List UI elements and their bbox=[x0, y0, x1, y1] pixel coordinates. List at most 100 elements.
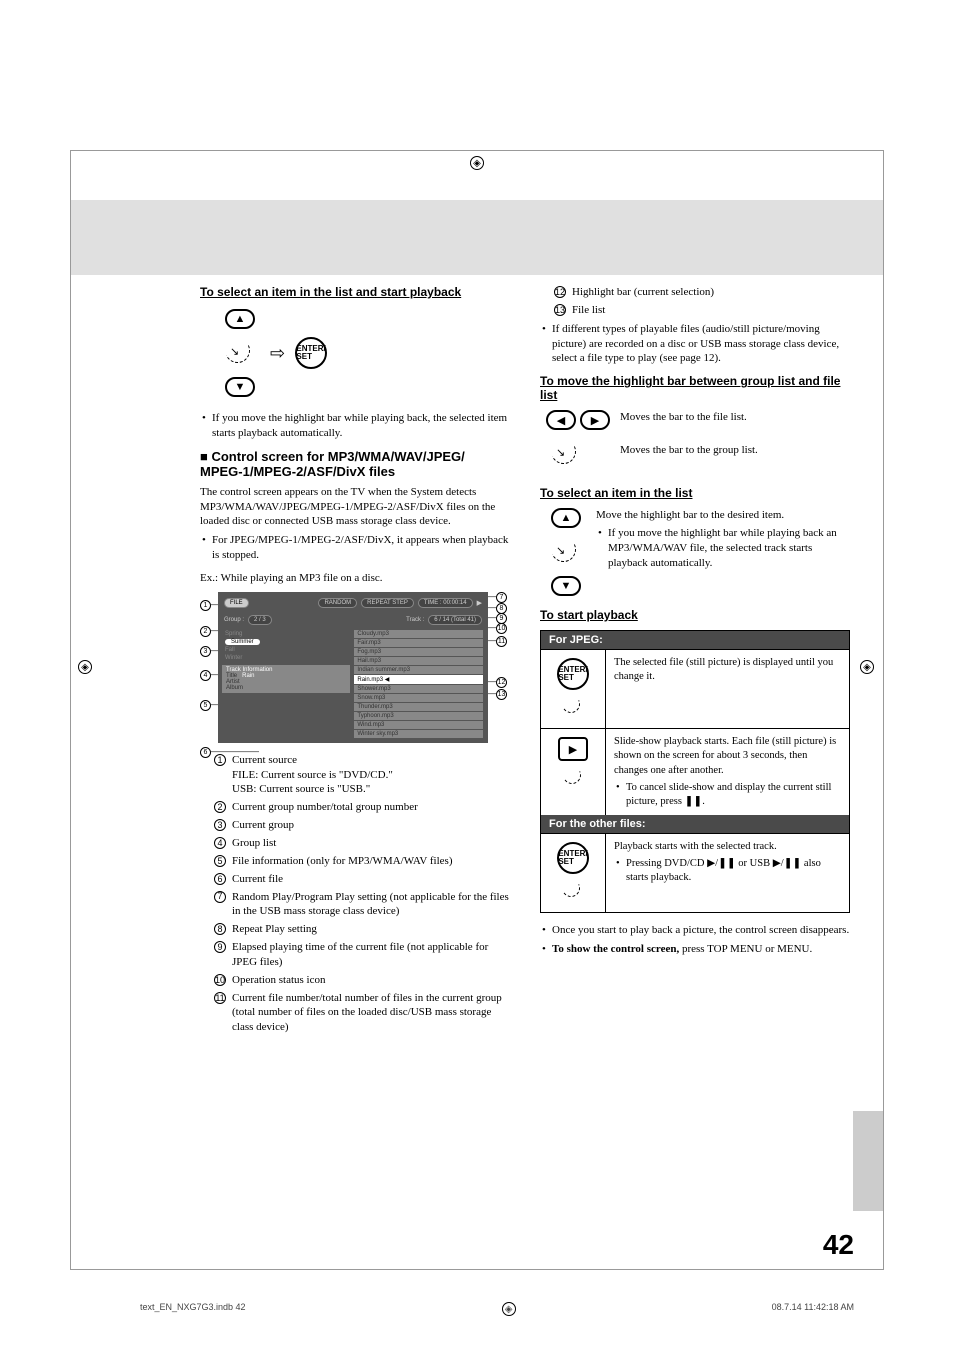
bullet-auto-playback: If you move the highlight bar while play… bbox=[200, 411, 510, 441]
ss-file-item: Fog.mp3 bbox=[354, 648, 482, 656]
heading-control-screen: Control screen for MP3/WMA/WAV/JPEG/ MPE… bbox=[200, 449, 510, 479]
header-gray-band bbox=[71, 200, 883, 275]
enter-set-button: ENTER/ SET bbox=[557, 842, 589, 874]
legend-item: 4Group list bbox=[214, 836, 510, 851]
enter-set-button: ENTER/ SET bbox=[295, 337, 327, 369]
left-column: To select an item in the list and start … bbox=[200, 285, 510, 1038]
legend-item: 13File list bbox=[554, 303, 850, 318]
text-move-group: Moves the bar to the group list. bbox=[620, 443, 850, 458]
heading-select-item: To select an item in the list bbox=[540, 486, 850, 500]
heading-move-bar: To move the highlight bar between group … bbox=[540, 374, 850, 402]
legend-item: 7Random Play/Program Play setting (not a… bbox=[214, 890, 510, 920]
table-header-other: For the other files: bbox=[541, 815, 849, 833]
down-arrow-button: ▼ bbox=[551, 576, 581, 596]
ss-file-item: Snow.mp3 bbox=[354, 694, 482, 702]
ss-group-item: Winter bbox=[222, 654, 350, 662]
ss-file-item: Indian summer.mp3 bbox=[354, 666, 482, 674]
legend-item: 1Current sourceFILE: Current source is "… bbox=[214, 753, 510, 798]
registration-mark-left: ◈ bbox=[78, 660, 92, 674]
up-arrow-button: ▲ bbox=[225, 309, 255, 329]
leader-13: —13 bbox=[488, 689, 507, 700]
footer-right: 08.7.14 11:42:18 AM bbox=[772, 1302, 854, 1316]
table-row: ▶ Slide-show playback starts. Each file … bbox=[541, 728, 849, 815]
ss-track-label: Track : bbox=[406, 617, 424, 623]
legend-item: 8Repeat Play setting bbox=[214, 922, 510, 937]
leader-4: 4— bbox=[200, 670, 219, 681]
legend-continuation: 12Highlight bar (current selection) 13Fil… bbox=[554, 285, 850, 318]
footer: text_EN_NXG7G3.indb 42 ◈ 08.7.14 11:42:1… bbox=[140, 1302, 854, 1316]
legend-item: 10Operation status icon bbox=[214, 973, 510, 988]
ss-file-item: Fair.mp3 bbox=[354, 639, 482, 647]
ss-group-item: Summer bbox=[222, 638, 350, 646]
leader-10: —10 bbox=[488, 623, 507, 634]
cursor-swoosh-icon bbox=[558, 761, 588, 791]
cursor-swoosh-icon: ↘ bbox=[220, 333, 260, 373]
ss-time-pill: TIME : 00:00:14 bbox=[418, 598, 473, 608]
bullet-screen-disappears: Once you start to play back a picture, t… bbox=[540, 923, 850, 938]
ss-track-val: 6 / 14 (Total 41) bbox=[428, 615, 482, 625]
ss-file-list: Cloudy.mp3Fair.mp3Fog.mp3Hail.mp3Indian … bbox=[354, 630, 482, 739]
legend-list: 1Current sourceFILE: Current source is "… bbox=[214, 753, 510, 1035]
ss-group-list: SpringSummerFallWinter Track Information… bbox=[222, 630, 350, 739]
side-gray-tab bbox=[853, 1111, 883, 1211]
leader-3: 3— bbox=[200, 646, 219, 657]
table-row: ENTER/ SET Playback starts with the sele… bbox=[541, 833, 849, 912]
ss-file-item: Hail.mp3 bbox=[354, 657, 482, 665]
cursor-swoosh-icon bbox=[557, 874, 587, 904]
bullet-jpeg-stopped: For JPEG/MPEG-1/MPEG-2/ASF/DivX, it appe… bbox=[200, 533, 510, 563]
table-header-jpeg: For JPEG: bbox=[541, 631, 849, 649]
leader-12: —12 bbox=[488, 677, 507, 688]
ss-group-item: Spring bbox=[222, 630, 350, 638]
ss-group-label: Group : bbox=[224, 617, 244, 623]
legend-item: 11Current file number/total number of fi… bbox=[214, 991, 510, 1036]
ss-group-val: 2 / 3 bbox=[248, 615, 272, 625]
bullet-auto-play-track: If you move the highlight bar while play… bbox=[596, 526, 850, 571]
bullet-pressing-play: Pressing DVD/CD ▶/❚❚ or USB ▶/❚❚ also st… bbox=[614, 857, 841, 885]
ss-file-pill: FILE bbox=[224, 598, 249, 608]
para-example: Ex.: While playing an MP3 file on a disc… bbox=[200, 571, 510, 586]
right-column: 12Highlight bar (current selection) 13Fil… bbox=[540, 285, 850, 1038]
ss-file-item: Rain.mp3 ◀ bbox=[354, 675, 482, 684]
heading-start-playback: To start playback bbox=[540, 608, 850, 622]
right-arrow-button: ▶ bbox=[580, 410, 610, 430]
cursor-swoosh-icon: ↘ bbox=[546, 532, 586, 572]
leader-1: 1— bbox=[200, 600, 219, 611]
cell-jpeg-display: The selected file (still picture) is dis… bbox=[606, 650, 849, 728]
registration-mark-top: ◈ bbox=[470, 156, 484, 170]
screenshot-wrapper: 1— 2— 3— 4— 5— 6—————— —7 —8 —9 —10 —11 … bbox=[200, 592, 510, 743]
up-arrow-button: ▲ bbox=[551, 508, 581, 528]
legend-item: 6Current file bbox=[214, 872, 510, 887]
playback-table: For JPEG: ENTER/ SET The selected file (… bbox=[540, 630, 850, 913]
ss-repeat-pill: REPEAT STEP bbox=[361, 598, 414, 608]
bold-show-control: To show the control screen, bbox=[552, 943, 679, 955]
legend-item: 12Highlight bar (current selection) bbox=[554, 285, 850, 300]
registration-mark-bottom: ◈ bbox=[502, 1302, 516, 1316]
ss-file-item: Thunder.mp3 bbox=[354, 703, 482, 711]
main-content: To select an item in the list and start … bbox=[200, 285, 860, 1038]
leader-11: —11 bbox=[488, 636, 507, 647]
ss-file-item: Typhoon.mp3 bbox=[354, 712, 482, 720]
cursor-swoosh-icon bbox=[557, 690, 587, 720]
text-move-desired: Move the highlight bar to the desired it… bbox=[596, 508, 850, 523]
legend-item: 5File information (only for MP3/WMA/WAV … bbox=[214, 854, 510, 869]
leader-5: 5— bbox=[200, 700, 219, 711]
page-number: 42 bbox=[823, 1229, 854, 1261]
table-row: ENTER/ SET The selected file (still pict… bbox=[541, 649, 849, 728]
ss-file-item: Winter sky.mp3 bbox=[354, 730, 482, 738]
ss-play-icon: ▶ bbox=[477, 599, 482, 607]
down-arrow-button: ▼ bbox=[225, 377, 255, 397]
text-press-menu: press TOP MENU or MENU. bbox=[679, 943, 812, 955]
heading-select-start: To select an item in the list and start … bbox=[200, 285, 510, 299]
legend-item: 9Elapsed playing time of the current fil… bbox=[214, 940, 510, 970]
text-move-file: Moves the bar to the file list. bbox=[620, 410, 850, 425]
leader-7: —7 bbox=[488, 592, 507, 603]
button-cluster-1: ▲ ↘ ▼ ⇨ ENTER/ SET bbox=[220, 309, 510, 397]
ss-random-pill: RANDOM bbox=[318, 598, 357, 608]
ss-file-item: Shower.mp3 bbox=[354, 685, 482, 693]
then-arrow-icon: ⇨ bbox=[270, 343, 285, 364]
control-screenshot: FILE RANDOM REPEAT STEP TIME : 00:00:14 … bbox=[218, 592, 488, 743]
cell-other-playback: Playback starts with the selected track. bbox=[614, 841, 777, 852]
left-arrow-button: ◀ bbox=[546, 410, 576, 430]
registration-mark-right: ◈ bbox=[860, 660, 874, 674]
play-button-icon: ▶ bbox=[558, 737, 588, 761]
